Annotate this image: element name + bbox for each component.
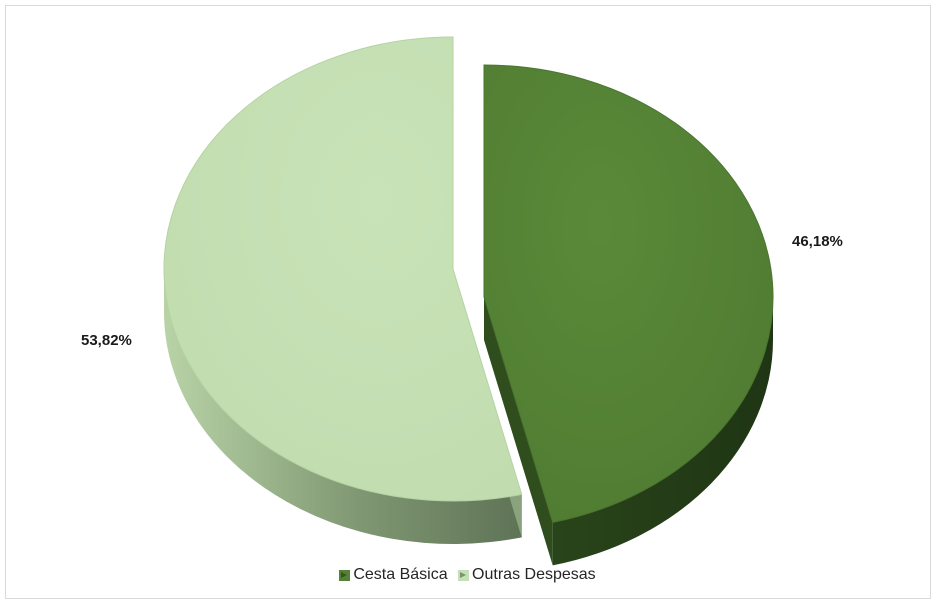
data-label-outras-despesas: 53,82% — [81, 332, 132, 349]
legend: Cesta Básica Outras Despesas — [0, 566, 935, 586]
legend-label-cesta-basica: Cesta Básica — [353, 566, 448, 583]
legend-item-outras-despesas: Outras Despesas — [458, 566, 596, 584]
pie-slice-outras-despesas — [163, 36, 523, 502]
pie-slice-cesta-b-sica — [483, 64, 774, 523]
legend-label-outras-despesas: Outras Despesas — [472, 566, 596, 583]
legend-swatch-outras-despesas — [458, 569, 470, 581]
legend-item-cesta-basica: Cesta Básica — [339, 566, 448, 584]
legend-swatch-cesta-basica — [339, 569, 351, 581]
data-label-cesta-basica: 46,18% — [792, 233, 843, 250]
pie-slice-side-0 — [552, 297, 774, 566]
pie-slice-wall-0 — [484, 297, 553, 566]
pie-slice-side-1 — [164, 269, 522, 544]
